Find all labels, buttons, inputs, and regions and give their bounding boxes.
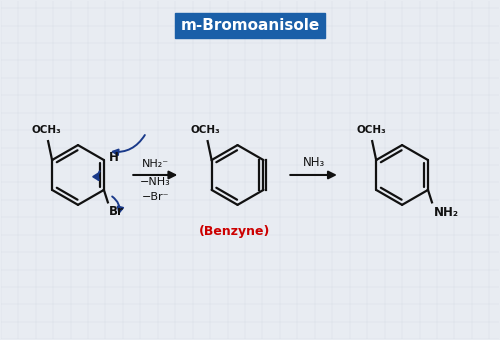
Text: −NH₃: −NH₃ bbox=[140, 177, 170, 187]
Text: Br: Br bbox=[109, 205, 124, 218]
Text: m-Bromoanisole: m-Bromoanisole bbox=[180, 18, 320, 33]
Text: NH₂⁻: NH₂⁻ bbox=[142, 159, 169, 169]
Text: NH₂: NH₂ bbox=[434, 206, 459, 219]
Text: −Br⁻: −Br⁻ bbox=[142, 192, 169, 202]
Text: OCH₃: OCH₃ bbox=[191, 125, 220, 135]
Text: H: H bbox=[109, 151, 118, 164]
Text: OCH₃: OCH₃ bbox=[31, 125, 61, 135]
Text: (Benzyne): (Benzyne) bbox=[200, 225, 270, 238]
Text: NH₃: NH₃ bbox=[302, 156, 324, 169]
Text: OCH₃: OCH₃ bbox=[356, 125, 386, 135]
